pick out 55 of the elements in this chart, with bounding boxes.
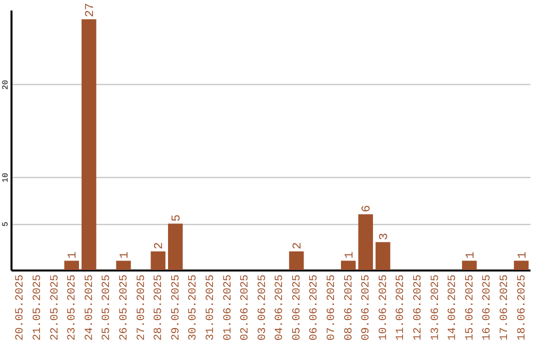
x-tick-label: 05.06.2025 <box>291 274 304 340</box>
bar <box>168 224 183 270</box>
x-tick-label: 03.06.2025 <box>256 274 269 340</box>
x-tick-label: 09.06.2025 <box>360 274 373 340</box>
x-tick-label: 04.06.2025 <box>274 274 286 340</box>
bar <box>462 260 477 270</box>
x-tick-label: 18.06.2025 <box>516 274 528 340</box>
data-label: 1 <box>118 252 132 259</box>
x-tick-label: 21.05.2025 <box>32 274 44 340</box>
data-label: 2 <box>152 242 166 250</box>
x-tick-label: 26.05.2025 <box>118 274 130 340</box>
bar <box>289 251 304 270</box>
x-tick-label: 27.05.2025 <box>136 274 148 340</box>
x-tick-label: 13.06.2025 <box>430 274 442 340</box>
x-tick-label: 16.06.2025 <box>482 274 494 340</box>
x-tick-label: 06.06.2025 <box>308 274 321 340</box>
bar <box>340 260 356 270</box>
bar <box>358 214 373 270</box>
x-tick-label: 07.06.2025 <box>326 274 338 340</box>
x-tick-label: 25.05.2025 <box>101 274 114 340</box>
data-label: 6 <box>360 205 374 212</box>
x-tick-label: 29.05.2025 <box>170 274 182 340</box>
y-tick-label: 10 <box>2 172 10 182</box>
x-tick-label: 01.06.2025 <box>222 274 234 340</box>
data-label: 1 <box>342 252 356 259</box>
bar <box>82 19 96 270</box>
x-tick-label: 11.06.2025 <box>395 274 408 340</box>
data-label: 2 <box>290 242 304 250</box>
x-tick-label: 10.06.2025 <box>378 274 390 340</box>
x-tick-label: 20.05.2025 <box>14 274 27 340</box>
bar <box>116 260 131 270</box>
bar <box>150 251 166 270</box>
x-tick-label: 22.05.2025 <box>49 274 62 340</box>
x-tick-label: 02.06.2025 <box>240 274 252 340</box>
x-tick-label: 30.05.2025 <box>188 274 200 340</box>
data-label: 3 <box>376 232 391 240</box>
data-label: 5 <box>169 214 184 222</box>
bar <box>64 260 79 270</box>
data-label: 27 <box>82 2 97 18</box>
x-tick-label: 24.05.2025 <box>84 274 96 340</box>
y-tick-label: 5 <box>2 221 10 226</box>
data-label: 1 <box>66 252 80 259</box>
bar <box>514 260 529 270</box>
x-tick-label: 12.06.2025 <box>412 274 424 340</box>
x-tick-label: 15.06.2025 <box>464 274 476 340</box>
data-label: 1 <box>463 252 478 259</box>
data-label: 1 <box>515 252 530 259</box>
x-tick-label: 31.05.2025 <box>204 274 217 340</box>
x-tick-label: 28.05.2025 <box>153 274 166 340</box>
x-tick-label: 14.06.2025 <box>447 274 460 340</box>
x-tick-label: 17.06.2025 <box>498 274 511 340</box>
x-tick-label: 23.05.2025 <box>66 274 79 340</box>
bar <box>376 242 390 270</box>
y-tick-label: 20 <box>2 80 10 90</box>
x-tick-label: 08.06.2025 <box>343 274 356 340</box>
